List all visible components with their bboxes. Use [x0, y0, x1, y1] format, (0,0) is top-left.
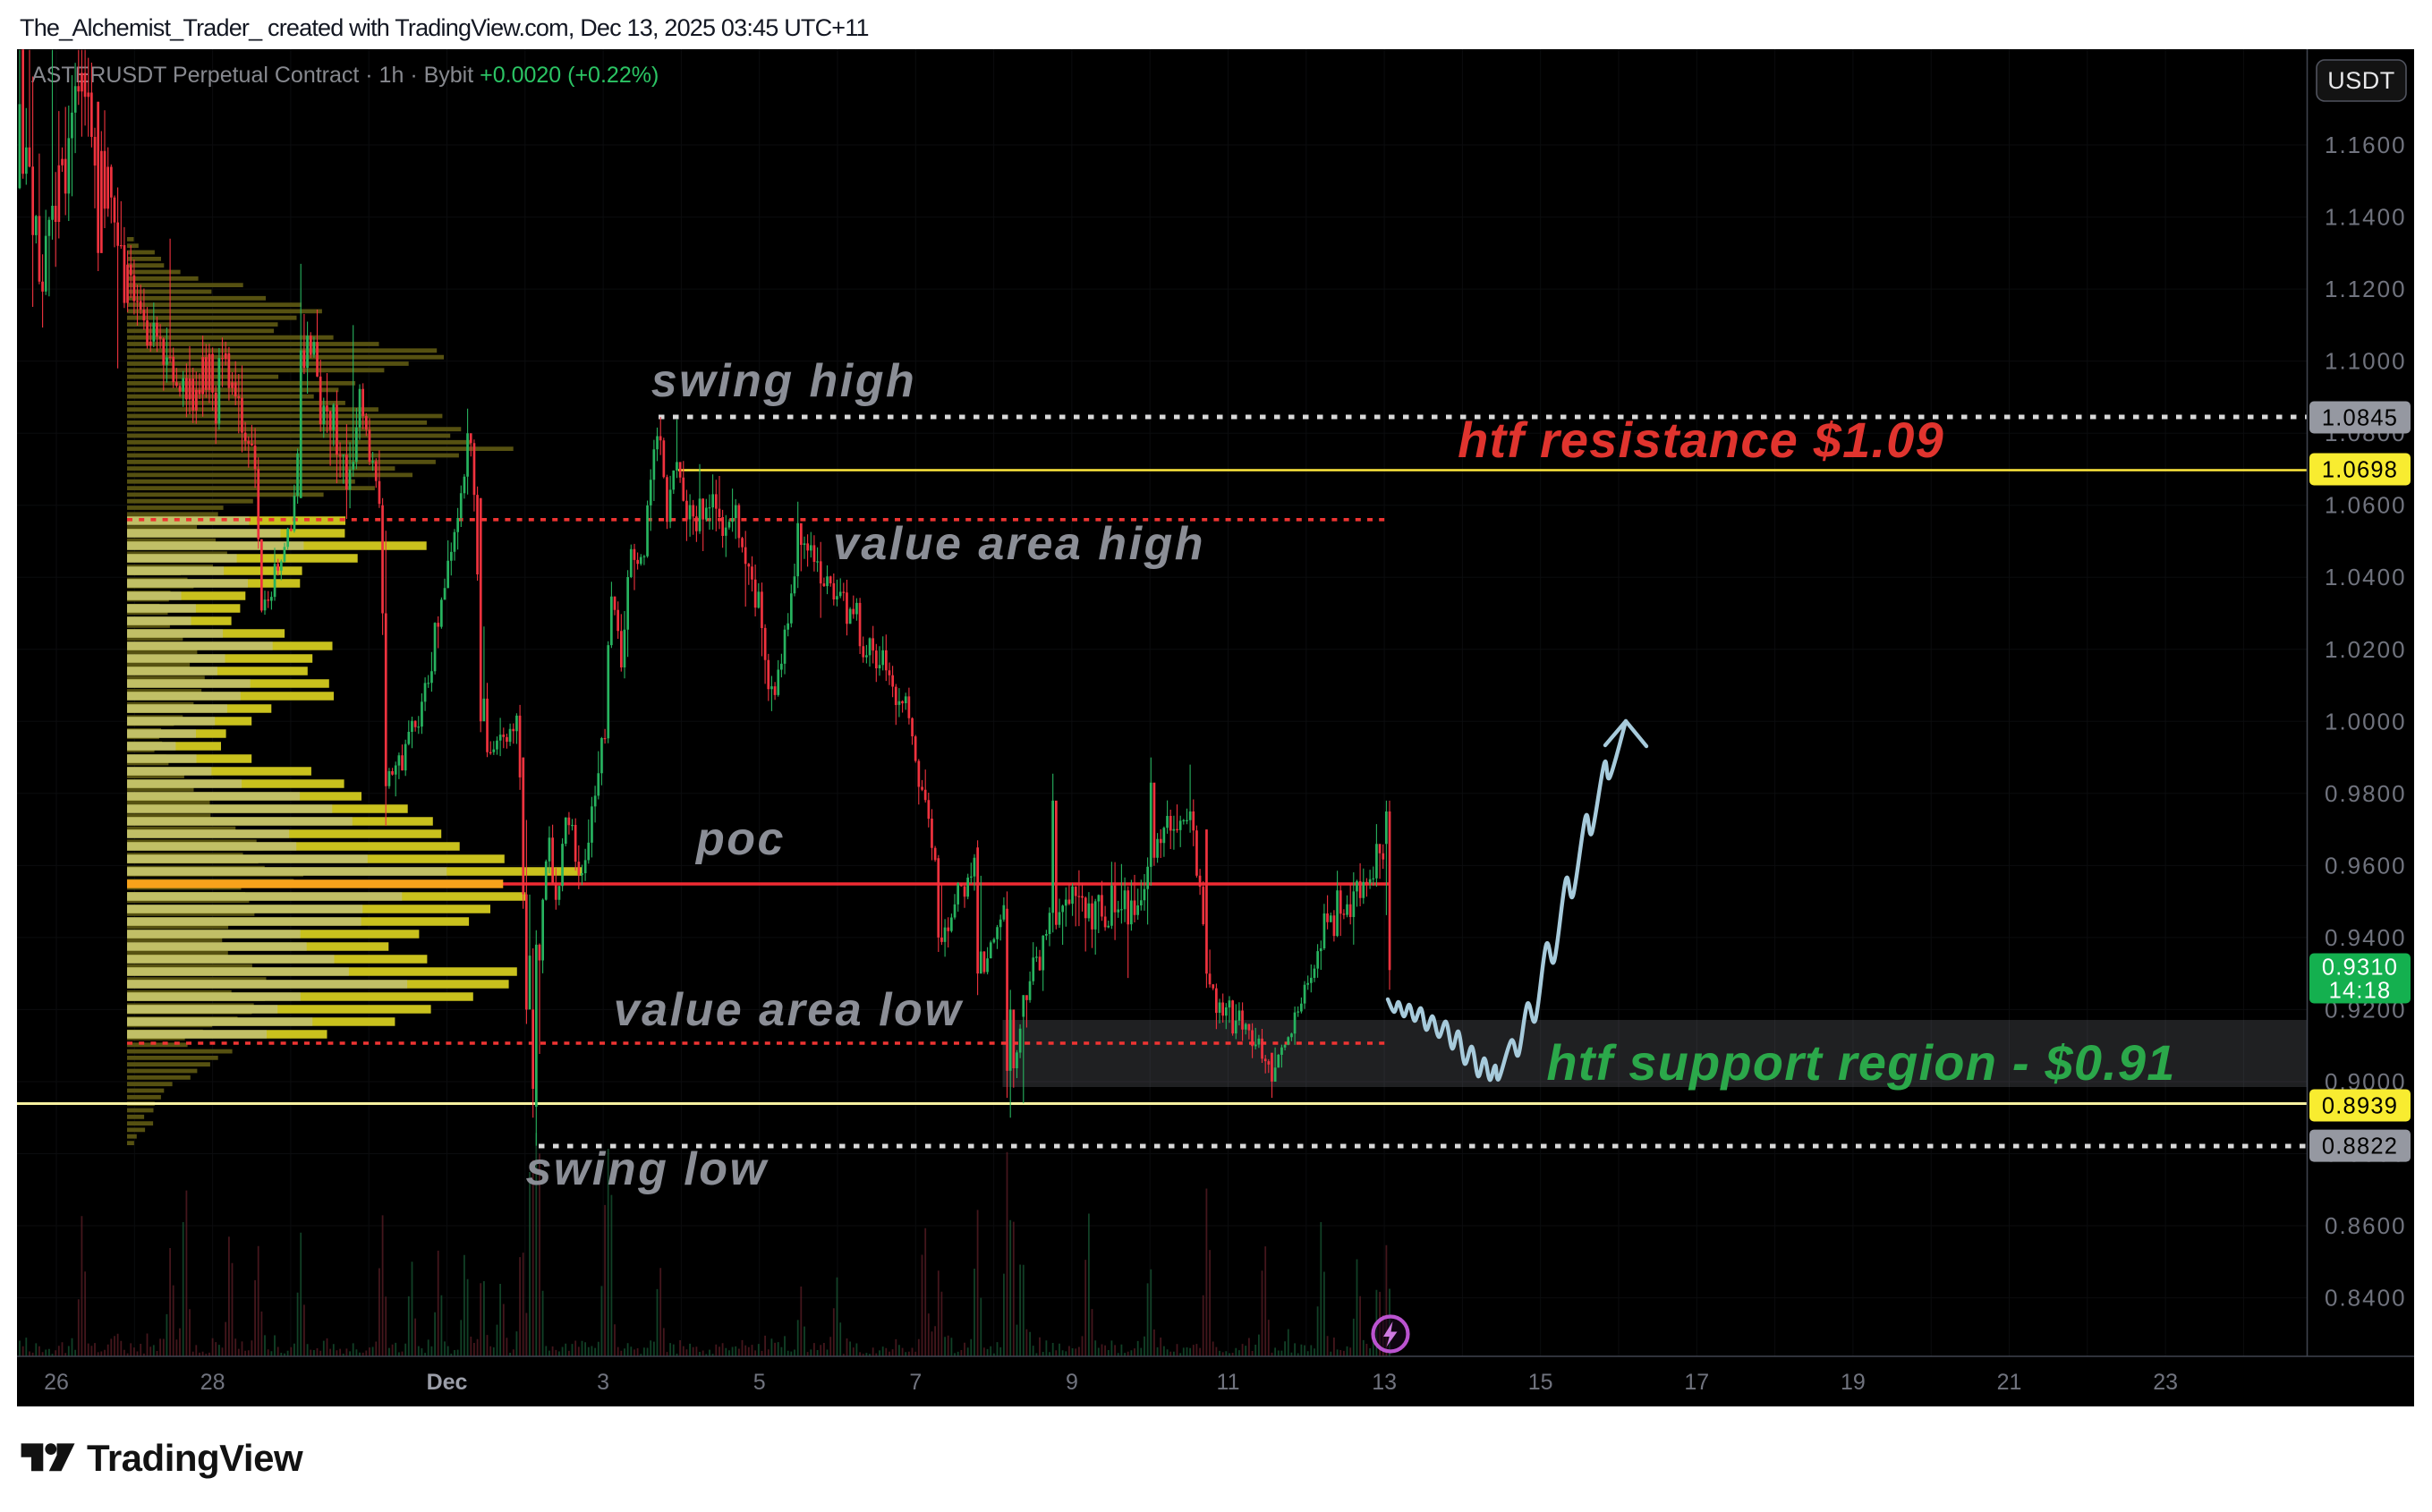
svg-text:htf support region - $0.91: htf support region - $0.91: [1546, 1034, 2175, 1091]
svg-text:1.0698: 1.0698: [2322, 458, 2398, 483]
svg-text:0.8600: 0.8600: [2325, 1212, 2407, 1239]
svg-text:0.9310: 0.9310: [2322, 956, 2398, 981]
svg-text:13: 13: [1372, 1370, 1397, 1395]
svg-text:3: 3: [597, 1370, 609, 1395]
svg-text:26: 26: [44, 1370, 69, 1395]
svg-text:19: 19: [1841, 1370, 1866, 1395]
svg-text:17: 17: [1684, 1370, 1709, 1395]
svg-text:0.9600: 0.9600: [2325, 852, 2407, 879]
svg-text:value area low: value area low: [614, 984, 965, 1036]
svg-text:0.8822: 0.8822: [2322, 1134, 2398, 1159]
svg-text:1.1000: 1.1000: [2325, 348, 2407, 375]
svg-text:value area high: value area high: [833, 518, 1205, 570]
svg-text:htf resistance $1.09: htf resistance $1.09: [1458, 412, 1944, 468]
svg-text:USDT: USDT: [2327, 67, 2395, 94]
svg-text:TradingView: TradingView: [87, 1437, 303, 1479]
svg-text:0.8400: 0.8400: [2325, 1285, 2407, 1312]
svg-text:swing low: swing low: [526, 1143, 770, 1195]
svg-text:1.0400: 1.0400: [2325, 564, 2407, 590]
svg-text:21: 21: [1997, 1370, 2022, 1395]
svg-text:5: 5: [753, 1370, 766, 1395]
svg-text:1.1400: 1.1400: [2325, 204, 2407, 231]
svg-text:1.0845: 1.0845: [2322, 406, 2398, 431]
svg-text:23: 23: [2153, 1370, 2178, 1395]
svg-text:14:18: 14:18: [2329, 979, 2392, 1004]
svg-text:9: 9: [1066, 1370, 1078, 1395]
svg-text:1.0200: 1.0200: [2325, 636, 2407, 663]
svg-text:1.1200: 1.1200: [2325, 276, 2407, 302]
svg-text:0.9800: 0.9800: [2325, 780, 2407, 807]
svg-text:28: 28: [200, 1370, 225, 1395]
svg-text:The_Alchemist_Trader_ created: The_Alchemist_Trader_ created with Tradi…: [20, 14, 869, 41]
svg-text:poc: poc: [694, 813, 786, 865]
svg-text:1.0000: 1.0000: [2325, 708, 2407, 735]
svg-text:0.8939: 0.8939: [2322, 1094, 2398, 1119]
svg-text:1.0600: 1.0600: [2325, 492, 2407, 519]
svg-text:1.1600: 1.1600: [2325, 132, 2407, 158]
svg-text:Dec: Dec: [427, 1370, 468, 1395]
svg-text:15: 15: [1528, 1370, 1553, 1395]
svg-text:0.9400: 0.9400: [2325, 924, 2407, 951]
svg-text:ASTERUSDT Perpetual Contract ·: ASTERUSDT Perpetual Contract · 1h · Bybi…: [31, 63, 659, 88]
svg-text:7: 7: [909, 1370, 922, 1395]
svg-text:swing high: swing high: [651, 355, 917, 407]
svg-text:11: 11: [1217, 1370, 1240, 1395]
